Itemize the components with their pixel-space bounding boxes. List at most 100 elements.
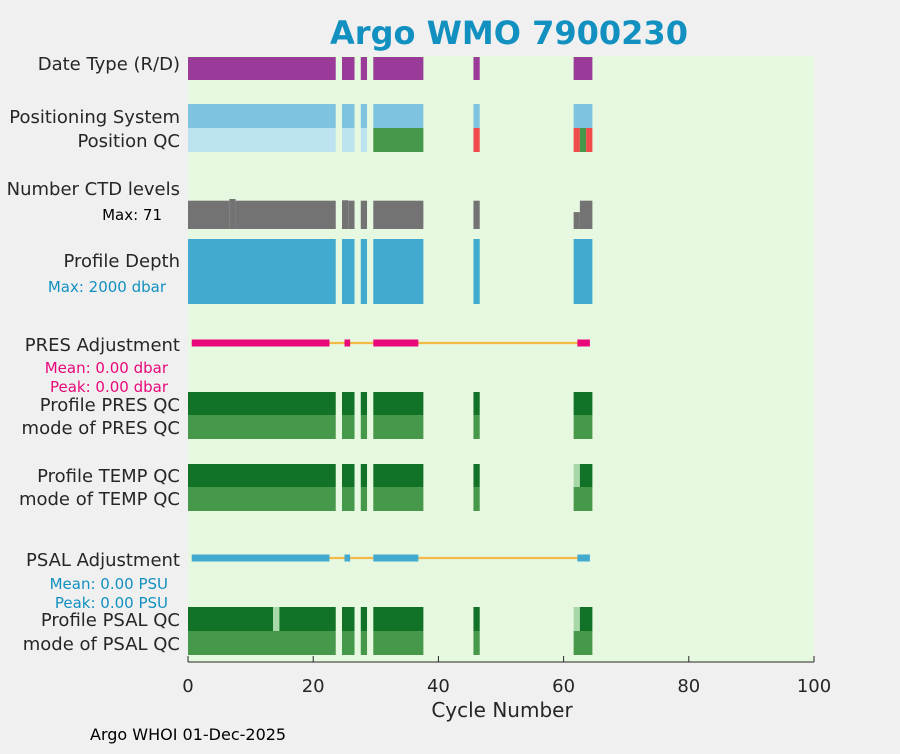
bar-profile_psal_qc-6 — [473, 607, 480, 631]
bar-profile_pres_qc-1 — [341, 392, 355, 415]
bar-mode_pres_qc-0 — [188, 415, 336, 439]
bar-date_type-2 — [360, 57, 368, 80]
bar-mode_pres_qc-5 — [573, 415, 593, 439]
bar-mode_temp_qc-4 — [473, 487, 480, 511]
bar-mode_psal_qc-1 — [341, 631, 355, 655]
bar-position_qc-5 — [573, 128, 580, 152]
adjustment-mark-psal_adjustment-0 — [191, 554, 330, 562]
row-label-date_type: Date Type (R/D) — [38, 54, 180, 75]
bar-position_qc-2 — [360, 128, 368, 152]
chart-title: Argo WMO 7900230 — [330, 14, 688, 52]
bar-profile_depth-1 — [341, 239, 355, 304]
bar-number_ctd_levels-7 — [473, 200, 480, 229]
bar-mode_psal_qc-2 — [360, 631, 368, 655]
adjustment-mark-psal_adjustment-1 — [344, 554, 351, 562]
bar-mode_psal_qc-3 — [373, 631, 424, 655]
bar-position_qc-4 — [473, 128, 480, 152]
bar-profile_psal_qc-2 — [279, 607, 336, 631]
bar-profile_temp_qc-6 — [579, 464, 593, 487]
bar-positioning_system-3 — [373, 104, 424, 128]
adjustment-mark-pres_adjustment-2 — [373, 339, 419, 347]
x-tick-label-5: 100 — [797, 676, 831, 697]
row-peak-pres_adjustment: Peak: 0.00 dbar — [50, 378, 169, 396]
adjustment-mark-psal_adjustment-3 — [577, 554, 590, 562]
bar-position_qc-7 — [586, 128, 593, 152]
bar-profile_temp_qc-5 — [573, 464, 580, 487]
x-axis-label: Cycle Number — [431, 698, 573, 722]
bar-profile_temp_qc-4 — [473, 464, 480, 487]
bar-position_qc-1 — [341, 128, 355, 152]
bar-profile_depth-4 — [473, 239, 480, 304]
bar-profile_psal_qc-5 — [373, 607, 424, 631]
bar-profile_psal_qc-7 — [573, 607, 580, 631]
bar-mode_psal_qc-5 — [573, 631, 593, 655]
bar-profile_depth-3 — [373, 239, 424, 304]
bar-date_type-3 — [373, 57, 424, 80]
row-label-mode_psal_qc: mode of PSAL QC — [23, 634, 180, 655]
bar-number_ctd_levels-4 — [348, 200, 355, 229]
row-label-profile_temp_qc: Profile TEMP QC — [37, 466, 180, 487]
x-tick-label-2: 40 — [427, 676, 450, 697]
bar-mode_temp_qc-2 — [360, 487, 368, 511]
bar-mode_temp_qc-1 — [341, 487, 355, 511]
footer-note: Argo WHOI 01-Dec-2025 — [90, 725, 287, 744]
bar-position_qc-0 — [188, 128, 336, 152]
row-label-mode_pres_qc: mode of PRES QC — [22, 418, 180, 439]
bar-date_type-5 — [573, 57, 593, 80]
row-label-profile_depth: Profile Depth — [63, 251, 180, 272]
bar-mode_psal_qc-0 — [188, 631, 336, 655]
bar-number_ctd_levels-2 — [235, 200, 336, 229]
x-tick-label-4: 80 — [677, 676, 700, 697]
bar-mode_pres_qc-1 — [341, 415, 355, 439]
row-peak-psal_adjustment: Peak: 0.00 PSU — [55, 594, 168, 612]
bar-profile_temp_qc-3 — [373, 464, 424, 487]
adjustment-mark-pres_adjustment-1 — [344, 339, 351, 347]
x-tick-label-3: 60 — [552, 676, 575, 697]
bar-profile_pres_qc-4 — [473, 392, 480, 415]
row-note-number_ctd_levels: Max: 71 — [102, 206, 162, 224]
bar-number_ctd_levels-8 — [573, 212, 580, 229]
bar-positioning_system-4 — [473, 104, 480, 128]
bar-number_ctd_levels-5 — [360, 200, 368, 229]
bar-number_ctd_levels-9 — [579, 200, 593, 229]
x-tick-label-0: 0 — [182, 676, 193, 697]
bar-mode_pres_qc-4 — [473, 415, 480, 439]
x-tick-label-1: 20 — [302, 676, 325, 697]
adjustment-mark-psal_adjustment-2 — [373, 554, 419, 562]
bar-profile_pres_qc-3 — [373, 392, 424, 415]
bar-profile_temp_qc-1 — [341, 464, 355, 487]
adjustment-mark-pres_adjustment-3 — [577, 339, 590, 347]
bar-profile_psal_qc-1 — [273, 607, 280, 631]
bar-profile_psal_qc-4 — [360, 607, 368, 631]
row-label-profile_psal_qc: Profile PSAL QC — [41, 610, 180, 631]
row-mean-psal_adjustment: Mean: 0.00 PSU — [50, 575, 168, 593]
bar-profile_temp_qc-2 — [360, 464, 368, 487]
row-label-profile_pres_qc: Profile PRES QC — [40, 395, 180, 416]
bar-positioning_system-1 — [341, 104, 355, 128]
bar-mode_temp_qc-3 — [373, 487, 424, 511]
row-label-positioning_system: Positioning System — [9, 107, 180, 128]
bar-profile_pres_qc-0 — [188, 392, 336, 415]
bar-mode_temp_qc-0 — [188, 487, 336, 511]
bar-date_type-0 — [188, 57, 336, 80]
bar-profile_pres_qc-5 — [573, 392, 593, 415]
bar-position_qc-6 — [579, 128, 587, 152]
bar-profile_psal_qc-8 — [579, 607, 593, 631]
bar-positioning_system-5 — [573, 104, 593, 128]
bar-profile_depth-5 — [573, 239, 593, 304]
bar-positioning_system-0 — [188, 104, 336, 128]
row-label-mode_temp_qc: mode of TEMP QC — [19, 489, 180, 510]
bar-profile_psal_qc-0 — [188, 607, 274, 631]
bar-number_ctd_levels-0 — [188, 200, 230, 229]
bar-profile_psal_qc-3 — [341, 607, 355, 631]
bar-number_ctd_levels-1 — [229, 199, 236, 229]
row-label-pres_adjustment: PRES Adjustment — [25, 335, 180, 356]
row-label-position_qc: Position QC — [77, 131, 180, 152]
bar-profile_temp_qc-0 — [188, 464, 336, 487]
bar-profile_depth-2 — [360, 239, 368, 304]
row-mean-pres_adjustment: Mean: 0.00 dbar — [45, 359, 169, 377]
bar-date_type-1 — [341, 57, 355, 80]
bar-mode_temp_qc-5 — [573, 487, 593, 511]
row-label-number_ctd_levels: Number CTD levels — [7, 179, 180, 200]
